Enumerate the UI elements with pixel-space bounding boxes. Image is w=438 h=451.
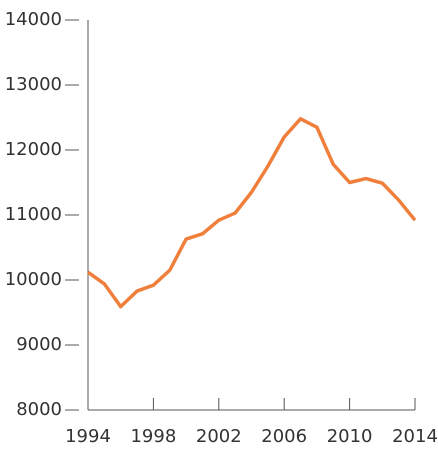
- x-tick-label: 2014: [392, 426, 438, 447]
- x-tick-label: 1998: [130, 426, 176, 447]
- line: [86, 117, 417, 309]
- y-tick-label: 13000: [5, 74, 62, 95]
- x-tick-label: 2006: [261, 426, 307, 447]
- y-tick-label: 11000: [5, 204, 62, 225]
- y-tick-label: 10000: [5, 269, 62, 290]
- y-tick-label: 14000: [5, 9, 62, 30]
- y-tick-label: 9000: [16, 334, 62, 355]
- y-tick-label: 8000: [16, 399, 62, 420]
- y-tick-label: 12000: [5, 139, 62, 160]
- x-tick-label: 1994: [65, 426, 111, 447]
- x-tick-label: 2002: [196, 426, 242, 447]
- x-tick-label: 2010: [327, 426, 373, 447]
